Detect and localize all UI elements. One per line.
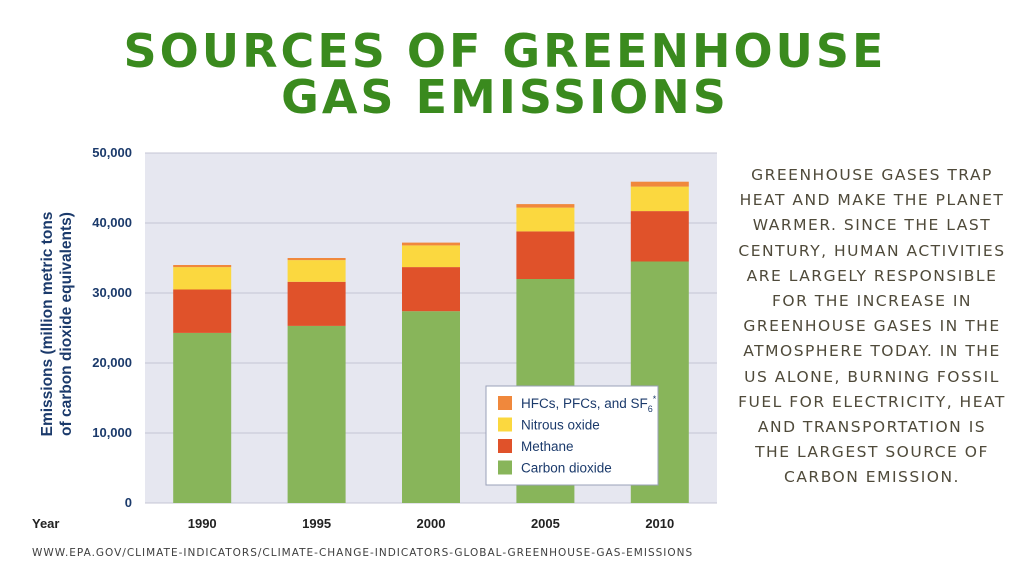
bar-segment	[516, 204, 575, 208]
bar-segment	[173, 289, 232, 333]
y-tick-label: 0	[125, 495, 132, 510]
chart-panel: 0 10,000 20,000 30,000 40,000 50,000 Emissions…	[14, 130, 740, 540]
legend-swatch	[498, 439, 512, 453]
side-paragraph: Greenhouse gases trap heat and make the …	[738, 166, 1006, 487]
legend-swatch	[498, 417, 512, 432]
stacked-bar-chart: 0 10,000 20,000 30,000 40,000 50,000 Emissions…	[32, 145, 717, 531]
bar-segment	[630, 211, 689, 262]
bar-segment	[630, 186, 689, 212]
legend-swatch	[498, 396, 512, 410]
bar-segment	[287, 258, 346, 261]
bar-segment	[402, 267, 460, 312]
x-tick-label: 1995	[302, 516, 331, 531]
source-link[interactable]: WWW.EPA.GOV/CLIMATE-INDICATORS/CLIMATE-C…	[32, 547, 694, 559]
legend-label: HFCs, PFCs, and SF6*	[521, 394, 657, 414]
x-tick-label: 2000	[417, 516, 446, 531]
bar-segment	[173, 265, 232, 268]
bar-segment	[402, 311, 460, 503]
bar-segment	[287, 260, 346, 282]
bar-segment	[287, 325, 346, 503]
legend-label: Carbon dioxide	[521, 461, 612, 476]
title-line-2: GAS EMISSIONS	[281, 70, 729, 124]
y-axis-label: of carbon dioxide equivalents)	[58, 212, 75, 436]
y-tick-label: 10,000	[92, 425, 132, 440]
bar-segment	[516, 231, 575, 279]
bar-segment	[402, 245, 460, 268]
page-title: SOURCES OF GREENHOUSE GAS EMISSIONS	[0, 28, 1010, 120]
bar-segment	[287, 281, 346, 326]
y-tick-label: 20,000	[92, 355, 132, 370]
y-axis-label: Emissions (million metric tons	[39, 212, 56, 437]
bar-segment	[173, 267, 232, 290]
y-tick-label: 30,000	[92, 285, 132, 300]
bar-segment	[516, 207, 575, 232]
x-tick-label: 2010	[645, 516, 674, 531]
legend-box	[485, 385, 659, 486]
legend-label: Methane	[521, 439, 574, 454]
bar-segment	[173, 332, 232, 503]
title-line-1: SOURCES OF GREENHOUSE	[123, 24, 887, 78]
bar-segment	[630, 181, 689, 187]
legend-swatch	[498, 460, 512, 475]
y-tick-label: 40,000	[92, 215, 132, 230]
x-axis-label: Year	[32, 516, 59, 531]
legend-label: Nitrous oxide	[521, 418, 600, 433]
y-tick-label: 50,000	[92, 145, 132, 160]
bar-segment	[402, 242, 460, 246]
x-tick-label: 2005	[531, 516, 560, 531]
x-tick-label: 1990	[188, 516, 217, 531]
